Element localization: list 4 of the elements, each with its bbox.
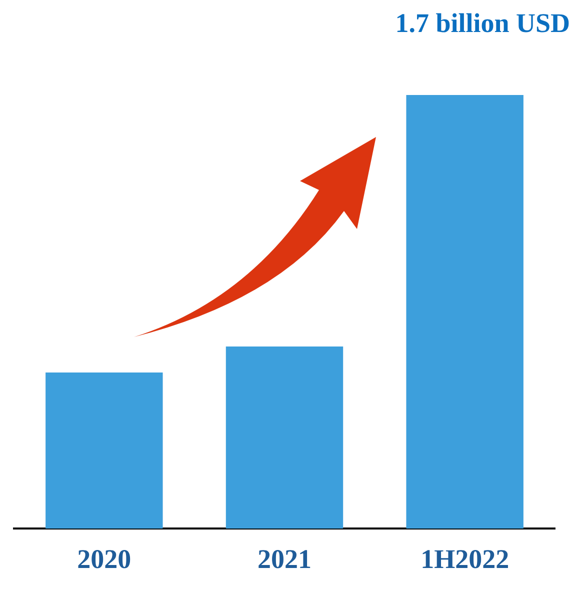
x-tick-label: 2020	[77, 544, 132, 574]
x-tick-label: 1H2022	[420, 544, 510, 574]
x-tick-label: 2021	[258, 544, 312, 574]
text: 1.7 billion USD	[395, 8, 570, 39]
